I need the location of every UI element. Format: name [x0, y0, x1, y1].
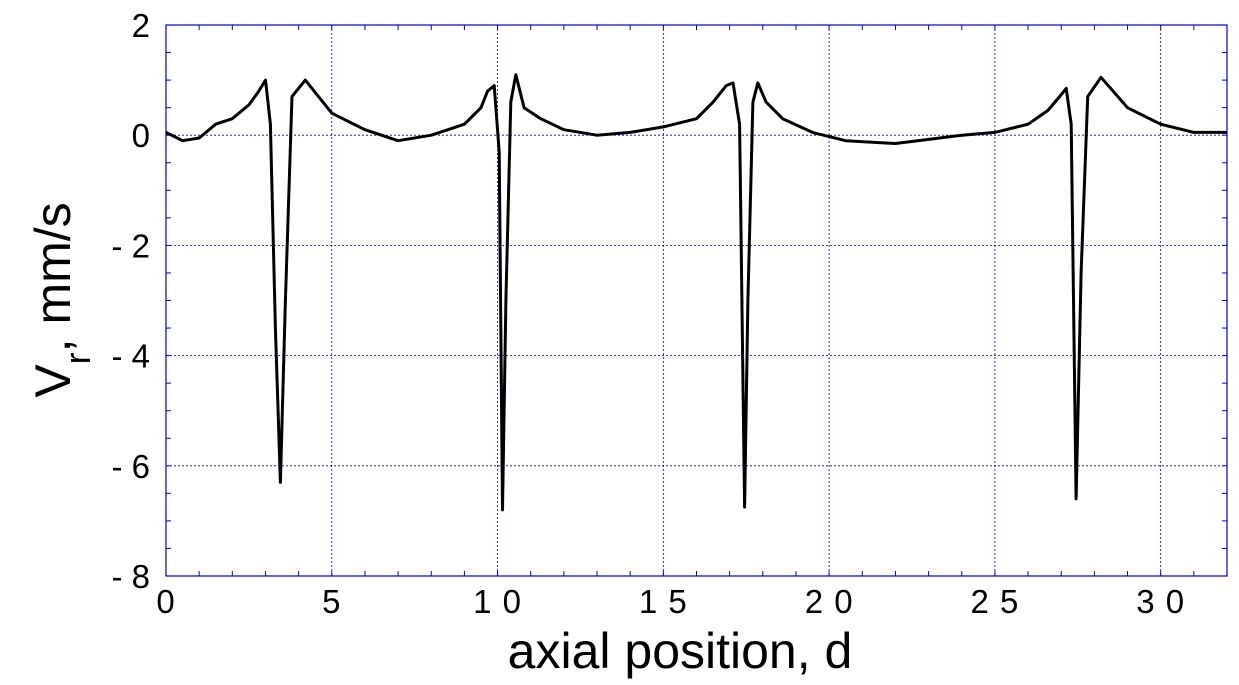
- minor-ticks: [165, 24, 1228, 577]
- y-tick-label: - 6: [111, 448, 150, 485]
- x-tick-label: 2 0: [805, 583, 854, 620]
- y-axis-label-suffix: , mm/s: [25, 202, 81, 352]
- x-tick-label: 0: [156, 583, 175, 620]
- grid-lines: [166, 25, 1227, 576]
- series-line: [165, 73, 1227, 512]
- y-tick-label: 0: [132, 117, 150, 154]
- x-tick-label: 2 5: [970, 583, 1019, 620]
- x-axis-label: axial position, d: [508, 623, 853, 679]
- y-tick-label: - 8: [111, 558, 150, 595]
- y-tick-label: 2: [132, 7, 150, 44]
- x-tick-label: 5: [322, 583, 341, 620]
- y-tick-label: - 2: [111, 227, 150, 264]
- y-axis-label: Vr, mm/s: [25, 202, 98, 397]
- x-tick-label: 1 0: [473, 583, 522, 620]
- y-axis-label-subscript: r: [57, 352, 98, 364]
- x-tick-label: 1 5: [639, 583, 688, 620]
- x-tick-label: 3 0: [1136, 583, 1185, 620]
- plot-frame: [165, 24, 1228, 577]
- svg-text:Vr, mm/s: Vr, mm/s: [25, 202, 98, 397]
- y-tick-labels: 2 0 - 2 - 4 - 6 - 8: [111, 7, 150, 595]
- y-axis-label-main: V: [25, 364, 81, 398]
- x-tick-labels: 0 5 1 0 1 5 2 0 2 5 3 0: [156, 583, 1185, 620]
- y-tick-label: - 4: [111, 338, 150, 375]
